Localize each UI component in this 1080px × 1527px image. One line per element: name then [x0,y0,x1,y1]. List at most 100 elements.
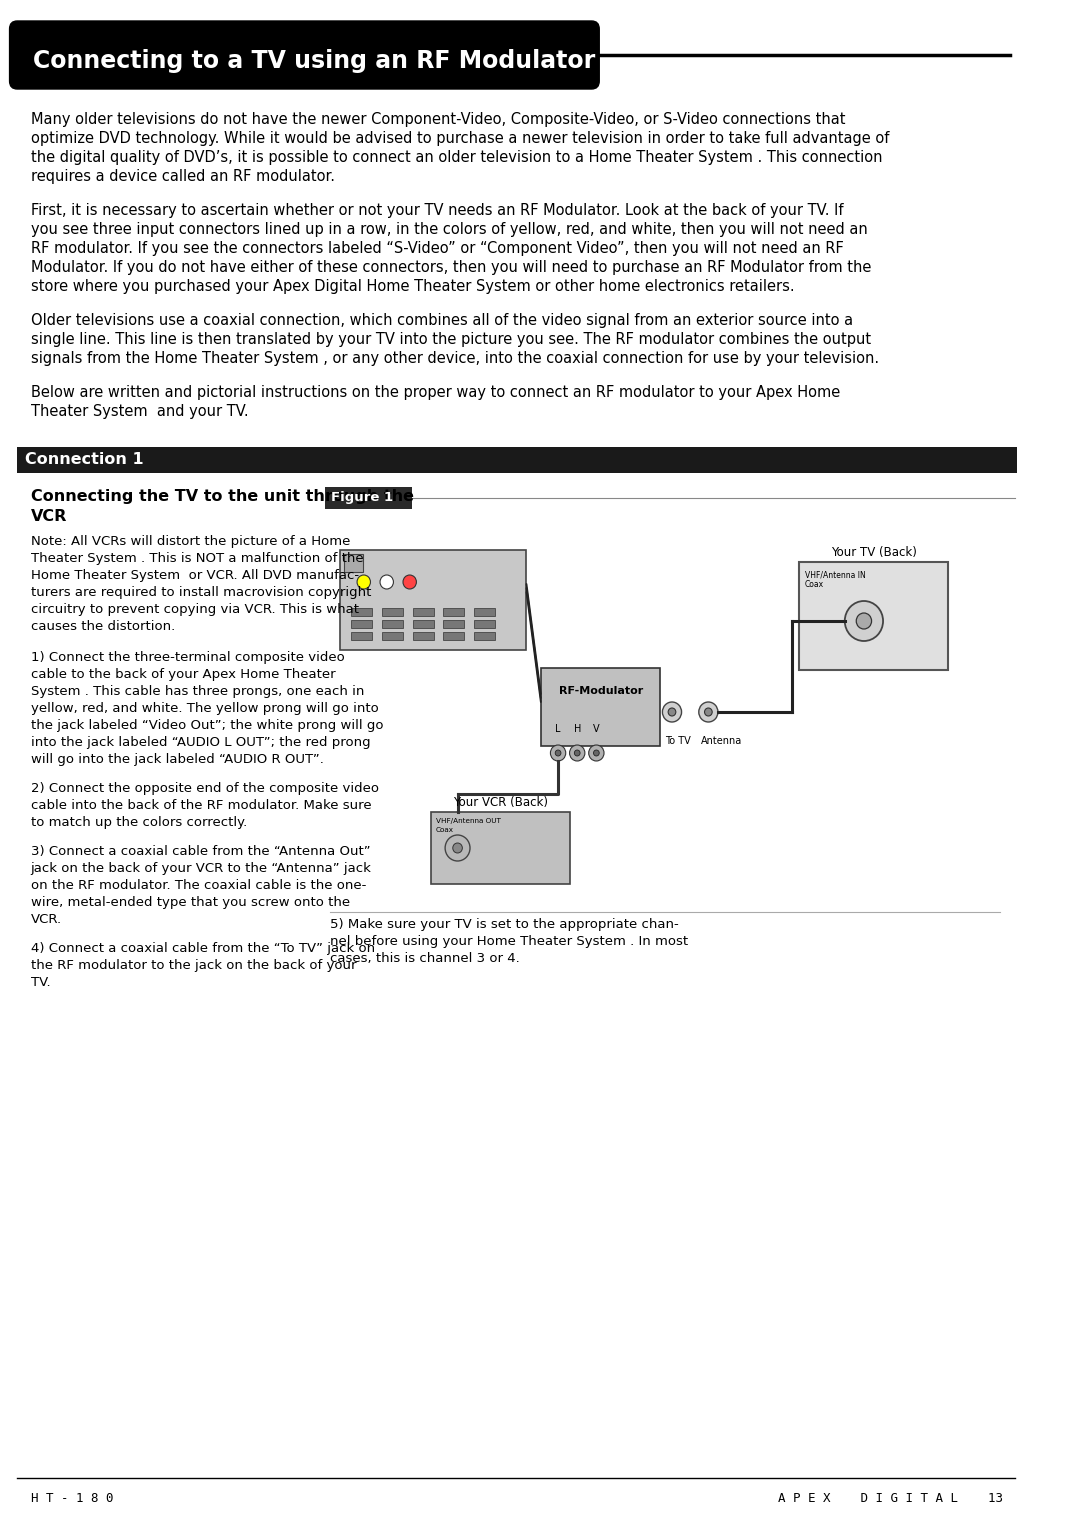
Bar [474,608,495,615]
Circle shape [669,709,676,716]
Text: wire, metal-ended type that you screw onto the: wire, metal-ended type that you screw on… [30,896,350,909]
Circle shape [453,843,462,854]
Text: Many older televisions do not have the newer Component-Video, Composite-Video, o: Many older televisions do not have the n… [30,111,846,127]
Bar [382,632,403,640]
Text: Connecting the TV to the unit through the: Connecting the TV to the unit through th… [30,489,414,504]
Text: cases, this is channel 3 or 4.: cases, this is channel 3 or 4. [330,951,519,965]
Text: Connecting to a TV using an RF Modulator: Connecting to a TV using an RF Modulator [32,49,595,73]
Circle shape [569,745,585,760]
Text: on the RF modulator. The coaxial cable is the one-: on the RF modulator. The coaxial cable i… [30,880,366,892]
Text: the jack labeled “Video Out”; the white prong will go: the jack labeled “Video Out”; the white … [30,719,383,731]
Circle shape [662,702,681,722]
Text: to match up the colors correctly.: to match up the colors correctly. [30,815,247,829]
Text: circuitry to prevent copying via VCR. This is what: circuitry to prevent copying via VCR. Th… [30,603,359,615]
Text: you see three input connectors lined up in a row, in the colors of yellow, red, : you see three input connectors lined up … [30,221,867,237]
Bar [17,447,1016,473]
Circle shape [380,576,393,589]
Circle shape [704,709,712,716]
Text: Figure 1: Figure 1 [332,492,393,504]
Bar [343,554,363,573]
Bar [799,562,947,670]
Circle shape [845,602,883,641]
Text: Your TV (Back): Your TV (Back) [831,547,917,559]
Text: V: V [593,724,599,734]
FancyBboxPatch shape [10,21,599,89]
Text: will go into the jack labeled “AUDIO R OUT”.: will go into the jack labeled “AUDIO R O… [30,753,324,767]
Text: Connection 1: Connection 1 [25,452,144,467]
Text: VHF/Antenna OUT: VHF/Antenna OUT [435,818,500,825]
Text: Coax: Coax [805,580,824,589]
Circle shape [403,576,417,589]
Text: First, it is necessary to ascertain whether or not your TV needs an RF Modulator: First, it is necessary to ascertain whet… [30,203,843,218]
Text: Antenna: Antenna [701,736,742,747]
Bar [474,632,495,640]
Text: Coax: Coax [435,828,454,834]
Bar [443,608,464,615]
Circle shape [445,835,470,861]
Text: H: H [573,724,581,734]
Text: nel before using your Home Theater System . In most: nel before using your Home Theater Syste… [330,935,688,948]
Text: store where you purchased your Apex Digital Home Theater System or other home el: store where you purchased your Apex Digi… [30,279,794,295]
Text: RF modulator. If you see the connectors labeled “S-Video” or “Component Video”, : RF modulator. If you see the connectors … [30,241,843,257]
Bar [443,632,464,640]
Text: the digital quality of DVD’s, it is possible to connect an older television to a: the digital quality of DVD’s, it is poss… [30,150,882,165]
Text: Theater System . This is NOT a malfunction of the: Theater System . This is NOT a malfuncti… [30,551,363,565]
Bar [351,620,373,628]
Bar [413,632,434,640]
Circle shape [551,745,566,760]
Text: 2) Connect the opposite end of the composite video: 2) Connect the opposite end of the compo… [30,782,379,796]
Text: the RF modulator to the jack on the back of your: the RF modulator to the jack on the back… [30,959,356,973]
Text: jack on the back of your VCR to the “Antenna” jack: jack on the back of your VCR to the “Ant… [30,863,372,875]
Text: Home Theater System  or VCR. All DVD manufac-: Home Theater System or VCR. All DVD manu… [30,570,359,582]
Text: turers are required to install macrovision copyright: turers are required to install macrovisi… [30,586,372,599]
Text: 5) Make sure your TV is set to the appropriate chan-: 5) Make sure your TV is set to the appro… [330,918,679,931]
Text: Note: All VCRs will distort the picture of a Home: Note: All VCRs will distort the picture … [30,534,350,548]
Text: L: L [555,724,561,734]
Text: Below are written and pictorial instructions on the proper way to connect an RF : Below are written and pictorial instruct… [30,385,840,400]
Bar [474,620,495,628]
Text: cable into the back of the RF modulator. Make sure: cable into the back of the RF modulator.… [30,799,372,812]
Text: A P E X    D I G I T A L    13: A P E X D I G I T A L 13 [779,1492,1003,1506]
Text: Theater System  and your TV.: Theater System and your TV. [30,405,248,418]
Text: Your VCR (Back): Your VCR (Back) [453,796,548,809]
Bar [382,620,403,628]
Text: Older televisions use a coaxial connection, which combines all of the video sign: Older televisions use a coaxial connecti… [30,313,853,328]
Bar [413,608,434,615]
Circle shape [575,750,580,756]
Text: 4) Connect a coaxial cable from the “To TV” jack on: 4) Connect a coaxial cable from the “To … [30,942,375,954]
Circle shape [555,750,561,756]
Text: into the jack labeled “AUDIO L OUT”; the red prong: into the jack labeled “AUDIO L OUT”; the… [30,736,370,750]
Bar [351,608,373,615]
Text: yellow, red, and white. The yellow prong will go into: yellow, red, and white. The yellow prong… [30,702,378,715]
Bar [431,812,569,884]
Text: optimize DVD technology. While it would be advised to purchase a newer televisio: optimize DVD technology. While it would … [30,131,889,147]
Bar [351,632,373,640]
Bar [340,550,526,651]
Text: single line. This line is then translated by your TV into the picture you see. T: single line. This line is then translate… [30,331,870,347]
Text: To TV: To TV [665,736,691,747]
Text: 3) Connect a coaxial cable from the “Antenna Out”: 3) Connect a coaxial cable from the “Ant… [30,844,370,858]
Text: RF-Modulator: RF-Modulator [558,686,643,696]
Bar [443,620,464,628]
Text: requires a device called an RF modulator.: requires a device called an RF modulator… [30,169,335,183]
Circle shape [856,612,872,629]
Text: 1) Connect the three-terminal composite video: 1) Connect the three-terminal composite … [30,651,345,664]
Text: signals from the Home Theater System , or any other device, into the coaxial con: signals from the Home Theater System , o… [30,351,879,366]
Circle shape [594,750,599,756]
Bar [541,667,661,747]
Circle shape [699,702,718,722]
Text: causes the distortion.: causes the distortion. [30,620,175,634]
Text: VHF/Antenna IN: VHF/Antenna IN [805,570,866,579]
Text: Modulator. If you do not have either of these connectors, then you will need to : Modulator. If you do not have either of … [30,260,870,275]
Text: VCR.: VCR. [30,913,62,925]
Text: VCR: VCR [30,508,67,524]
Circle shape [589,745,604,760]
Text: cable to the back of your Apex Home Theater: cable to the back of your Apex Home Thea… [30,667,335,681]
Text: System . This cable has three prongs, one each in: System . This cable has three prongs, on… [30,686,364,698]
Text: H T - 1 8 0: H T - 1 8 0 [30,1492,113,1506]
Text: TV.: TV. [30,976,51,989]
Bar [413,620,434,628]
Circle shape [357,576,370,589]
Bar [382,608,403,615]
Bar [325,487,411,508]
